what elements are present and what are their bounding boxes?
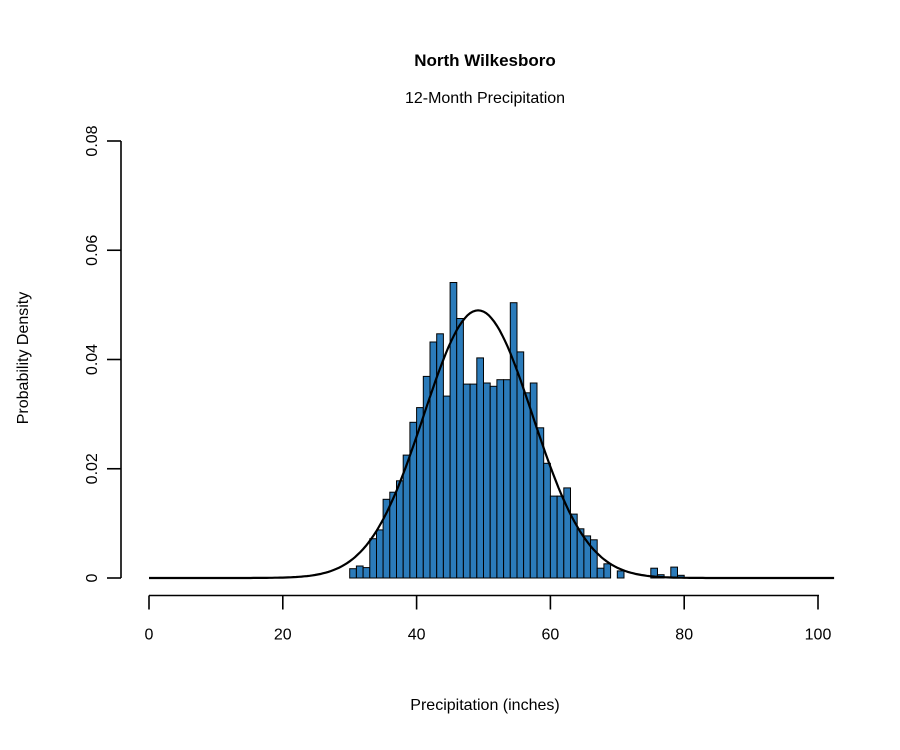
histogram-bar: [376, 529, 384, 579]
histogram-bar: [396, 480, 404, 579]
histogram-bar: [650, 567, 658, 579]
histogram-bar: [549, 495, 558, 579]
x-tick-label: 80: [675, 627, 693, 644]
histogram-bar: [536, 427, 545, 579]
x-tick-label: 40: [408, 627, 426, 644]
histogram-bar: [616, 570, 625, 579]
histogram-bar: [483, 382, 491, 579]
histogram-bar: [369, 538, 377, 579]
x-tick-label: 60: [542, 627, 560, 644]
y-tick-label: 0: [84, 573, 101, 582]
histogram-bars: [349, 282, 685, 579]
histogram-bar: [670, 566, 678, 579]
x-tick-label: 0: [145, 627, 154, 644]
histogram-bar: [449, 282, 458, 579]
chart-title: North Wilkesboro: [414, 51, 556, 70]
y-tick-label: 0.08: [84, 125, 101, 156]
histogram-bar: [489, 385, 498, 579]
histogram-bar: [509, 302, 518, 579]
x-axis-title: Precipitation (inches): [410, 697, 559, 714]
x-axis: 0 20 40 60 80 100: [145, 594, 832, 644]
histogram-bar: [355, 565, 364, 579]
x-tick-label: 20: [274, 627, 292, 644]
y-axis-title: Probability Density: [15, 292, 32, 425]
y-axis: 0 0.02 0.04 0.06 0.08: [84, 125, 122, 582]
histogram-bar: [596, 567, 605, 579]
histogram-bar: [590, 539, 598, 579]
y-tick-label: 0.06: [84, 235, 101, 266]
y-tick-label: 0.02: [84, 453, 101, 484]
histogram-bar: [349, 568, 357, 579]
histogram-bar: [476, 357, 484, 579]
histogram-bar: [523, 392, 531, 579]
histogram-bar: [442, 395, 451, 579]
histogram-bar: [543, 462, 551, 579]
histogram-bar: [362, 567, 371, 579]
x-tick-label: 100: [805, 627, 832, 644]
histogram-bar: [456, 318, 464, 579]
histogram-bar: [462, 383, 471, 579]
y-tick-label: 0.04: [84, 344, 101, 375]
histogram-bar: [603, 563, 612, 579]
histogram-bar: [556, 495, 565, 579]
chart-subtitle: 12-Month Precipitation: [405, 90, 565, 107]
histogram-bar: [469, 383, 478, 579]
histogram-bar: [496, 379, 505, 579]
density-curve: [149, 309, 835, 580]
histogram-bar: [503, 379, 511, 579]
